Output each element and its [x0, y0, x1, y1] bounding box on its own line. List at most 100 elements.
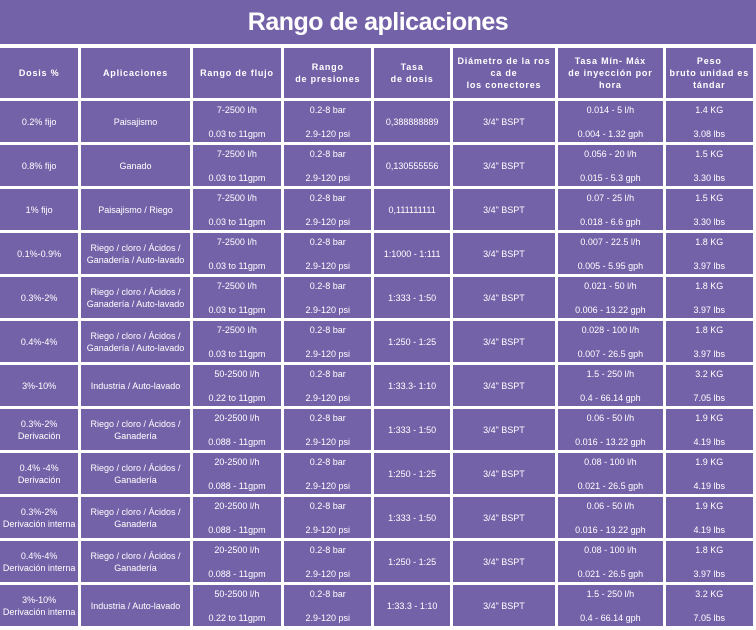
peso-cell: 1.8 KG 3.97 lbs [665, 321, 753, 362]
aplicaciones-cell: Riego / cloro / Ácidos / Ganadería [81, 409, 190, 450]
peso-cell-value: 3.2 KG [695, 588, 724, 599]
peso-cell-value: 3.30 lbs [693, 216, 726, 227]
peso-cell-value: 4.19 lbs [693, 524, 726, 535]
inyeccion-cell-value: 0.4 - 66.14 gph [580, 612, 641, 623]
peso-cell: 1.8 KG 3.97 lbs [665, 541, 753, 582]
tasa-cell: 0,130555556 [374, 145, 450, 186]
flujo-cell: 7-2500 l/h 0.03 to 11gpm [192, 233, 282, 274]
dosis-cell: 3%-10% [0, 365, 79, 406]
table-row: 0.4%-4% Riego / cloro / Ácidos / Ganaderí… [0, 321, 753, 362]
flujo-cell-value: 7-2500 l/h [216, 192, 257, 203]
peso-cell-value: 3.97 lbs [693, 568, 726, 579]
header-rango-presiones: Rango de presiones [284, 48, 372, 98]
flujo-cell: 20-2500 l/h 0.088 - 11gpm [192, 541, 282, 582]
presion-cell-value: 0.2-8 bar [309, 104, 346, 115]
inyeccion-cell: 0.08 - 100 l/h 0.021 - 26.5 gph [558, 541, 663, 582]
flujo-cell-value: 20-2500 l/h [214, 500, 260, 511]
flujo-cell-value: 0.03 to 11gpm [208, 260, 266, 271]
dosis-cell: 0.3%-2% Derivación interna [0, 497, 79, 538]
tasa-cell: 1:33.3 - 1:10 [374, 585, 450, 626]
tasa-cell: 1:250 - 1:25 [374, 321, 450, 362]
presion-cell-value: 0.2-8 bar [309, 280, 346, 291]
flujo-cell-value: 0.03 to 11gpm [208, 172, 266, 183]
inyeccion-cell: 1.5 - 250 l/h 0.4 - 66.14 gph [558, 585, 663, 626]
presion-cell-value: 2.9-120 psi [305, 568, 351, 579]
flujo-cell-value: 20-2500 l/h [214, 412, 260, 423]
inyeccion-cell-value: 1.5 - 250 l/h [586, 368, 635, 379]
applications-table: Dosis % Aplicaciones Rango de flujo Rango d… [0, 45, 756, 629]
presion-cell-value: 0.2-8 bar [309, 368, 346, 379]
inyeccion-cell-value: 0.006 - 13.22 gph [575, 304, 646, 315]
peso-cell: 1.8 KG 3.97 lbs [665, 277, 753, 318]
table-row: 0.4% -4% Derivación Riego / cloro / Ácido… [0, 453, 753, 494]
flujo-cell-value: 0.088 - 11gpm [208, 480, 266, 491]
dosis-cell: 0.3%-2% Derivación [0, 409, 79, 450]
peso-cell-value: 7.05 lbs [693, 392, 726, 403]
peso-cell: 1.9 KG 4.19 lbs [665, 453, 753, 494]
inyeccion-cell-value: 0.004 - 1.32 gph [577, 128, 644, 139]
presion-cell: 0.2-8 bar 2.9-120 psi [284, 585, 372, 626]
flujo-cell-value: 0.03 to 11gpm [208, 348, 266, 359]
presion-cell: 0.2-8 bar 2.9-120 psi [284, 233, 372, 274]
table-row: 0.3%-2% Riego / cloro / Ácidos / Ganaderí… [0, 277, 753, 318]
flujo-cell: 50-2500 l/h 0.22 to 11gpm [192, 365, 282, 406]
flujo-cell: 7-2500 l/h 0.03 to 11gpm [192, 145, 282, 186]
flujo-cell-value: 7-2500 l/h [216, 236, 257, 247]
aplicaciones-cell: Riego / cloro / Ácidos / Ganadería / Aut… [81, 321, 190, 362]
peso-cell-value: 3.30 lbs [693, 172, 726, 183]
presion-cell: 0.2-8 bar 2.9-120 psi [284, 365, 372, 406]
peso-cell-value: 1.8 KG [695, 280, 724, 291]
flujo-cell: 7-2500 l/h 0.03 to 11gpm [192, 189, 282, 230]
aplicaciones-cell: Paisajismo [81, 101, 190, 142]
inyeccion-cell: 0.08 - 100 l/h 0.021 - 26.5 gph [558, 453, 663, 494]
peso-cell-value: 1.5 KG [695, 148, 724, 159]
peso-cell-value: 7.05 lbs [693, 612, 726, 623]
dosis-cell: 1% fijo [0, 189, 79, 230]
presion-cell-value: 0.2-8 bar [309, 588, 346, 599]
peso-cell: 1.5 KG 3.30 lbs [665, 145, 753, 186]
peso-cell: 1.9 KG 4.19 lbs [665, 409, 753, 450]
dosis-cell: 0.4%-4% Derivación interna [0, 541, 79, 582]
header-aplicaciones: Aplicaciones [81, 48, 190, 98]
tasa-cell: 1:33.3- 1:10 [374, 365, 450, 406]
header-diametro-rosca: Diámetro de la ros ca de los conectores [452, 48, 556, 98]
flujo-cell-value: 0.088 - 11gpm [208, 524, 266, 535]
flujo-cell-value: 0.03 to 11gpm [208, 304, 266, 315]
aplicaciones-cell: Paisajismo / Riego [81, 189, 190, 230]
peso-cell-value: 1.8 KG [695, 544, 724, 555]
inyeccion-cell-value: 0.08 - 100 l/h [584, 456, 637, 467]
dosis-cell: 0.2% fijo [0, 101, 79, 142]
flujo-cell-value: 7-2500 l/h [216, 104, 257, 115]
rosca-cell: 3/4" BSPT [452, 321, 556, 362]
presion-cell-value: 2.9-120 psi [305, 304, 351, 315]
presion-cell-value: 2.9-120 psi [305, 480, 351, 491]
presion-cell-value: 2.9-120 psi [305, 524, 351, 535]
flujo-cell-value: 0.088 - 11gpm [208, 436, 266, 447]
dosis-cell: 0.4% -4% Derivación [0, 453, 79, 494]
peso-cell: 3.2 KG 7.05 lbs [665, 585, 753, 626]
inyeccion-cell: 0.028 - 100 l/h 0.007 - 26.5 gph [558, 321, 663, 362]
peso-cell: 1.9 KG 4.19 lbs [665, 497, 753, 538]
rosca-cell: 3/4" BSPT [452, 453, 556, 494]
presion-cell: 0.2-8 bar 2.9-120 psi [284, 145, 372, 186]
presion-cell-value: 0.2-8 bar [309, 412, 346, 423]
presion-cell-value: 0.2-8 bar [309, 192, 346, 203]
table-row: 0.8% fijo Ganado 7-2500 l/h 0.03 to 11gpm 0.… [0, 145, 753, 186]
flujo-cell-value: 7-2500 l/h [216, 324, 257, 335]
header-peso: Peso bruto unidad es tándar [665, 48, 753, 98]
header-dosis: Dosis % [0, 48, 79, 98]
presion-cell-value: 2.9-120 psi [305, 216, 351, 227]
rosca-cell: 3/4" BSPT [452, 233, 556, 274]
flujo-cell-value: 0.22 to 11gpm [208, 392, 266, 403]
peso-cell: 1.4 KG 3.08 lbs [665, 101, 753, 142]
rosca-cell: 3/4" BSPT [452, 497, 556, 538]
rosca-cell: 3/4" BSPT [452, 409, 556, 450]
inyeccion-cell: 0.06 - 50 l/h 0.016 - 13.22 gph [558, 409, 663, 450]
flujo-cell: 20-2500 l/h 0.088 - 11gpm [192, 497, 282, 538]
presion-cell-value: 0.2-8 bar [309, 544, 346, 555]
inyeccion-cell: 0.021 - 50 l/h 0.006 - 13.22 gph [558, 277, 663, 318]
peso-cell-value: 4.19 lbs [693, 436, 726, 447]
tasa-cell: 1:250 - 1:25 [374, 453, 450, 494]
presion-cell-value: 2.9-120 psi [305, 260, 351, 271]
presion-cell: 0.2-8 bar 2.9-120 psi [284, 189, 372, 230]
